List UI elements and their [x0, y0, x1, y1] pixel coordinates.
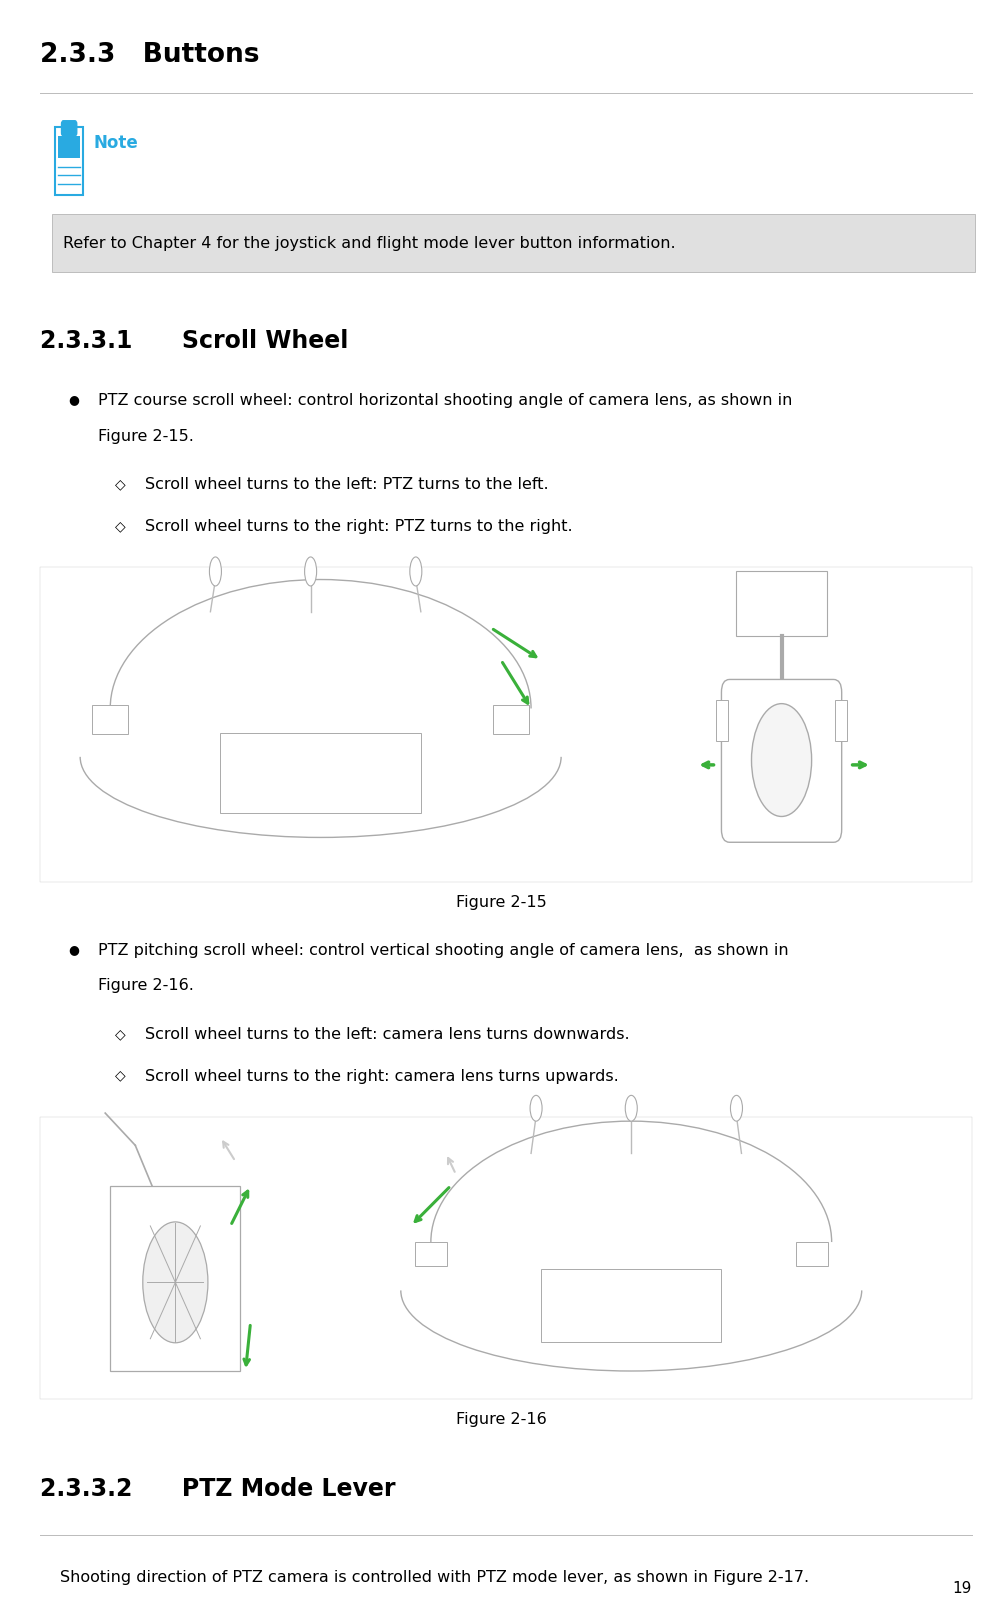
Text: PTZ pitching scroll wheel: control vertical shooting angle of camera lens,  as s: PTZ pitching scroll wheel: control verti… — [98, 943, 789, 958]
Text: 2.3.3.2      PTZ Mode Lever: 2.3.3.2 PTZ Mode Lever — [40, 1477, 396, 1501]
FancyBboxPatch shape — [415, 1243, 447, 1267]
Text: PTZ course scroll wheel: control horizontal shooting angle of camera lens, as sh: PTZ course scroll wheel: control horizon… — [98, 393, 793, 408]
Text: Figure 2-16.: Figure 2-16. — [98, 978, 194, 993]
Ellipse shape — [410, 558, 422, 587]
FancyBboxPatch shape — [716, 701, 728, 742]
FancyBboxPatch shape — [40, 1117, 972, 1399]
FancyBboxPatch shape — [55, 127, 83, 195]
Text: 19: 19 — [953, 1581, 972, 1596]
FancyBboxPatch shape — [796, 1243, 828, 1267]
FancyBboxPatch shape — [541, 1270, 721, 1343]
FancyBboxPatch shape — [835, 701, 847, 742]
Ellipse shape — [625, 1096, 637, 1122]
FancyBboxPatch shape — [736, 572, 827, 637]
Text: ◇: ◇ — [115, 1069, 126, 1083]
FancyBboxPatch shape — [220, 733, 421, 814]
Text: Figure 2-15: Figure 2-15 — [456, 895, 546, 909]
FancyBboxPatch shape — [110, 1186, 240, 1372]
FancyBboxPatch shape — [721, 680, 842, 843]
FancyBboxPatch shape — [61, 121, 77, 135]
Ellipse shape — [752, 704, 812, 817]
FancyBboxPatch shape — [493, 706, 529, 735]
Text: 2.3.3   Buttons: 2.3.3 Buttons — [40, 42, 260, 68]
Text: Figure 2-16: Figure 2-16 — [456, 1412, 546, 1427]
Ellipse shape — [142, 1222, 207, 1343]
FancyBboxPatch shape — [58, 135, 80, 158]
Text: ◇: ◇ — [115, 519, 126, 534]
Text: Figure 2-15.: Figure 2-15. — [98, 429, 194, 443]
Ellipse shape — [730, 1096, 742, 1122]
FancyBboxPatch shape — [40, 567, 972, 882]
Text: Scroll wheel turns to the right: camera lens turns upwards.: Scroll wheel turns to the right: camera … — [145, 1069, 619, 1083]
Text: ◇: ◇ — [115, 1027, 126, 1041]
Text: Refer to Chapter 4 for the joystick and flight mode lever button information.: Refer to Chapter 4 for the joystick and … — [63, 235, 675, 251]
Text: Scroll wheel turns to the left: camera lens turns downwards.: Scroll wheel turns to the left: camera l… — [145, 1027, 630, 1041]
Text: Note: Note — [93, 134, 138, 152]
Text: ●: ● — [68, 943, 79, 956]
Ellipse shape — [530, 1096, 542, 1122]
Text: ●: ● — [68, 393, 79, 406]
Text: Scroll wheel turns to the right: PTZ turns to the right.: Scroll wheel turns to the right: PTZ tur… — [145, 519, 573, 534]
Text: Shooting direction of PTZ camera is controlled with PTZ mode lever, as shown in : Shooting direction of PTZ camera is cont… — [60, 1570, 810, 1585]
Text: Scroll wheel turns to the left: PTZ turns to the left.: Scroll wheel turns to the left: PTZ turn… — [145, 477, 549, 492]
FancyBboxPatch shape — [52, 214, 975, 272]
Ellipse shape — [305, 558, 317, 587]
Text: ◇: ◇ — [115, 477, 126, 492]
FancyBboxPatch shape — [92, 706, 128, 735]
Text: 2.3.3.1      Scroll Wheel: 2.3.3.1 Scroll Wheel — [40, 329, 349, 353]
Ellipse shape — [209, 558, 221, 587]
